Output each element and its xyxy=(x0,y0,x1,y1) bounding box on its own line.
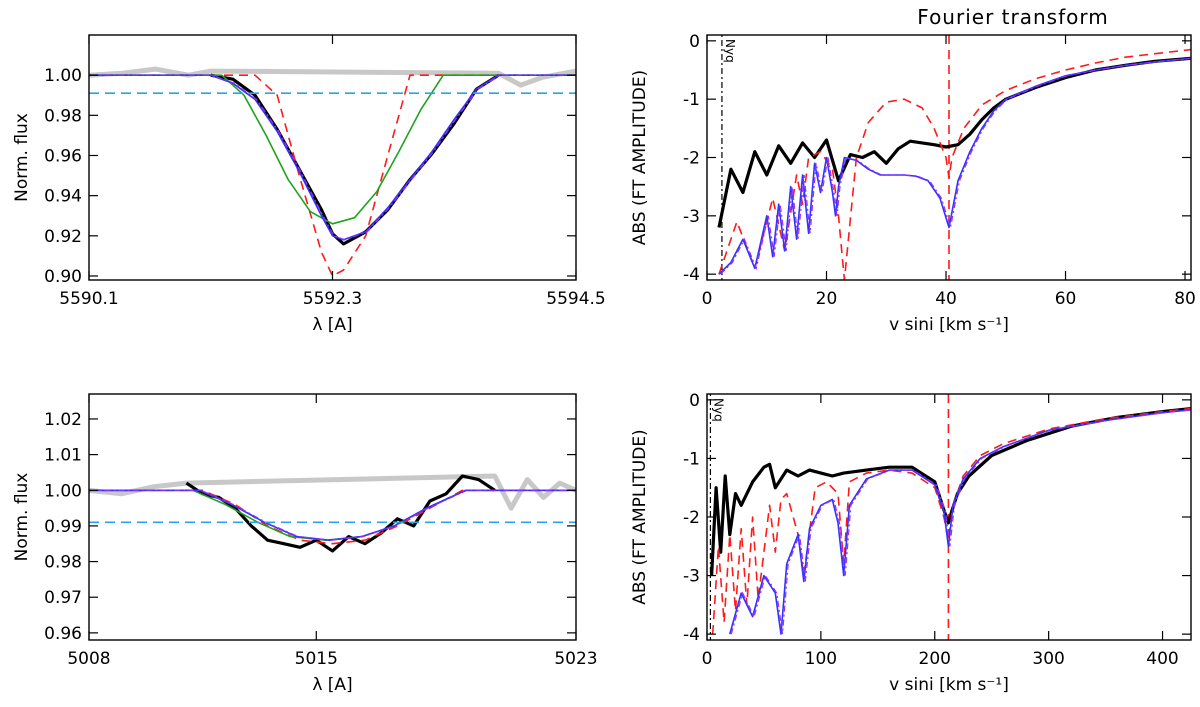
series-observed-outside xyxy=(89,473,576,511)
x-axis-title: v sini [km s⁻¹] xyxy=(889,675,1009,695)
x-tick-label: 0 xyxy=(702,649,713,669)
series-model-blue xyxy=(89,74,576,241)
series-observed xyxy=(717,56,1191,228)
y-tick-label: 1.01 xyxy=(44,446,82,466)
series-model-violet xyxy=(730,409,1191,635)
x-tick-label: 60 xyxy=(1055,289,1077,309)
series-model-violet xyxy=(90,74,576,241)
y-tick-label: -3 xyxy=(683,567,700,587)
series-group xyxy=(89,66,576,277)
x-axis-title: v sini [km s⁻¹] xyxy=(889,315,1009,335)
panel-profile-top: 5590.1 5592.3 5594.5 0.90 0.92 0.94 0.96 0.98 1.… xyxy=(12,34,606,335)
y-axis-title: Norm. flux xyxy=(12,473,32,562)
x-tick-label: 5023 xyxy=(554,649,597,669)
y-tick-label: -2 xyxy=(683,149,700,169)
x-tick-label: 20 xyxy=(816,289,838,309)
y-tick-label: 1.00 xyxy=(44,481,82,501)
y-tick-label: 0.96 xyxy=(44,624,82,644)
series-group xyxy=(89,473,576,553)
x-tick-label: 5592.3 xyxy=(303,289,362,309)
series-model-red-dashed xyxy=(89,74,576,277)
plot-frame xyxy=(88,393,577,641)
series-model-blue xyxy=(89,489,576,542)
x-tick-label: 0 xyxy=(702,289,713,309)
series-observed xyxy=(710,407,1191,576)
x-tick-label: 5008 xyxy=(67,649,110,669)
y-tick-label: 0.97 xyxy=(44,588,82,608)
x-tick-label: 5015 xyxy=(295,649,338,669)
y-axis-title: Norm. flux xyxy=(12,113,32,202)
y-axis-title: ABS (FT AMPLITUDE) xyxy=(630,429,650,604)
series-model-red-dashed xyxy=(711,407,1191,635)
x-tick-label: 5590.1 xyxy=(59,289,118,309)
y-tick-label: 1.02 xyxy=(44,410,82,430)
x-tick-label: 100 xyxy=(805,649,837,669)
series-group xyxy=(710,407,1191,635)
y-tick-label: -1 xyxy=(683,449,700,469)
y-tick-label: 0.99 xyxy=(44,517,82,537)
x-axis-title: λ [A] xyxy=(312,675,352,695)
y-tick-label: 0.98 xyxy=(44,106,82,126)
y-tick-label: -4 xyxy=(683,265,700,285)
series-model-blue xyxy=(718,57,1191,275)
y-tick-label: 0 xyxy=(689,32,700,52)
y-tick-label: 0.90 xyxy=(44,267,82,287)
y-tick-label: 0.98 xyxy=(44,553,82,573)
y-tick-label: 0.92 xyxy=(44,227,82,247)
figure-title: Fourier transform xyxy=(917,5,1108,29)
series-model-green xyxy=(89,74,576,225)
y-axis-title: ABS (FT AMPLITUDE) xyxy=(630,70,650,245)
x-tick-label: 300 xyxy=(1032,649,1064,669)
series-model-red-dashed xyxy=(89,489,576,545)
series-model-blue xyxy=(729,409,1191,635)
series-model-red-dashed xyxy=(718,48,1191,280)
nyquist-label: Nyq xyxy=(711,398,725,422)
x-tick-label: 400 xyxy=(1146,649,1178,669)
series-observed-outside xyxy=(89,66,576,88)
panel-fourier-bottom: Nyq 0 100 200 300 400 0 -1 -2 -3 -4 v sini [km s⁻¹]… xyxy=(630,391,1192,695)
y-tick-label: 0.96 xyxy=(44,146,82,166)
series-group xyxy=(717,48,1191,280)
x-tick-label: 80 xyxy=(1174,289,1196,309)
x-axis-title: λ [A] xyxy=(312,315,352,335)
y-tick-label: 0 xyxy=(689,391,700,411)
y-tick-label: 1.00 xyxy=(44,66,82,86)
series-model-violet xyxy=(90,489,576,541)
y-tick-label: -3 xyxy=(683,207,700,227)
panel-fourier-top: Nyq 0 20 40 60 80 0 -1 -2 -3 -4 v sini [km s⁻¹] ABS … xyxy=(630,32,1196,335)
panel-profile-bottom: 5008 5015 5023 0.96 0.97 0.98 0.99 1.00 1.01 1.02… xyxy=(12,393,598,695)
series-model-green xyxy=(89,489,576,542)
x-tick-label: 5594.5 xyxy=(546,289,605,309)
x-tick-label: 40 xyxy=(935,289,957,309)
y-tick-label: -2 xyxy=(683,508,700,528)
y-tick-label: 0.94 xyxy=(44,187,82,207)
series-observed xyxy=(210,73,500,246)
y-tick-label: -4 xyxy=(683,625,700,645)
y-tick-label: -1 xyxy=(683,90,700,110)
nyquist-label: Nyq xyxy=(723,39,737,63)
x-tick-label: 200 xyxy=(919,649,951,669)
series-model-violet xyxy=(720,57,1191,275)
